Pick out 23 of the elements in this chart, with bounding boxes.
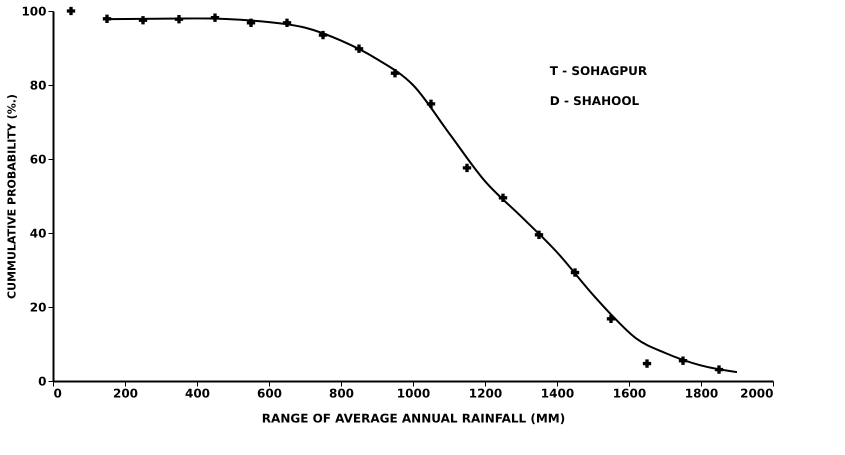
x-tick-label: 400 [184, 386, 210, 400]
y-tick-label: 0 [38, 374, 46, 388]
x-tick-label: 1600 [612, 386, 646, 400]
y-tick-label: 60 [30, 152, 46, 166]
x-tick-label: 1400 [540, 386, 574, 400]
x-tick-label: 600 [256, 386, 282, 400]
x-tick-label: 1000 [396, 386, 430, 400]
point [462, 164, 472, 172]
x-tick-label: 0 [54, 386, 62, 400]
annotation: T - SOHAGPUR [550, 64, 648, 78]
y-tick-label: 100 [21, 4, 46, 18]
point [642, 359, 652, 368]
y-tick-label: 20 [30, 300, 46, 314]
y-axis-title: CUMMULATIVE PROBABILITY (%.) [5, 94, 18, 299]
x-tick-label: 1200 [468, 386, 502, 400]
x-axis-title: RANGE OF AVERAGE ANNUAL RAINFALL (MM) [262, 412, 566, 426]
y-tick-label: 80 [30, 78, 46, 92]
x-tick-label: 200 [112, 386, 138, 400]
x-tick-label: 2000 [740, 386, 774, 400]
y-tick-label: 40 [30, 226, 46, 240]
x-tick-label: 1800 [684, 386, 718, 400]
x-tick-label: 800 [328, 386, 354, 400]
annotation: D - SHAHOOL [550, 94, 640, 108]
